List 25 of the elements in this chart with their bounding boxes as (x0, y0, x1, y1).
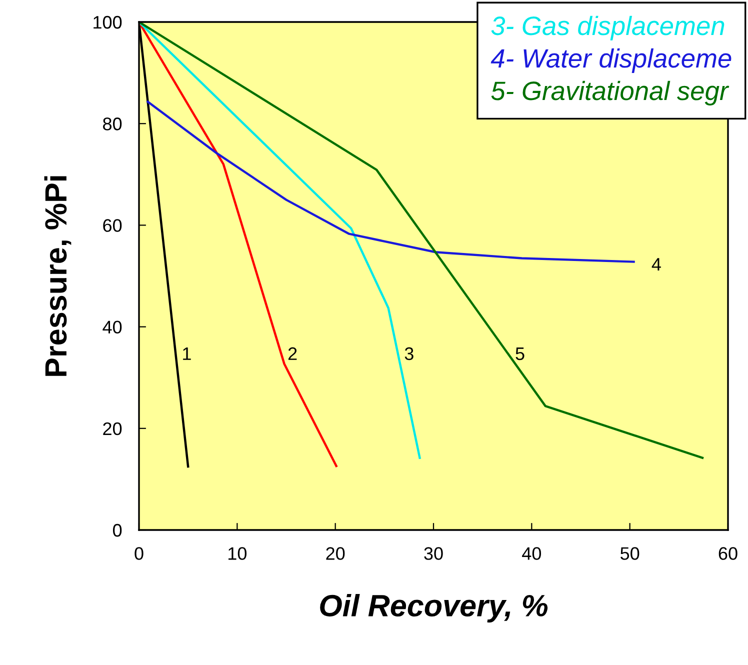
x-tick-label: 50 (620, 547, 640, 560)
y-tick-label: 100 (94, 16, 122, 29)
x-tick-label: 30 (424, 547, 443, 560)
y-axis-title: Pressure, %Pi (44, 176, 72, 376)
annotation: 3 (404, 347, 414, 360)
annotation: 1 (183, 347, 191, 360)
x-tick-label: 0 (134, 547, 144, 560)
line-series (139, 22, 421, 459)
y-tick-label: 20 (103, 422, 122, 436)
text: 4- Water displaceme (490, 48, 732, 73)
y-tick-label: 0 (113, 524, 122, 537)
line-series (146, 100, 635, 263)
y-tick-label: 60 (103, 219, 122, 232)
x-tick-label: 20 (326, 547, 345, 560)
annotation: 2 (288, 347, 297, 360)
y-tick-label: 40 (102, 320, 122, 334)
annotation: 4 (652, 258, 661, 271)
annotation: 5 (516, 347, 524, 360)
text: 5- Gravitational segr (491, 80, 730, 106)
x-tick-label: 60 (718, 547, 738, 560)
x-axis-title: Oil Recovery, % (320, 594, 548, 623)
x-tick-label: 40 (522, 547, 542, 560)
y-tick-label: 80 (103, 118, 122, 130)
x-tick-label: 10 (228, 547, 247, 560)
text: 3- Gas displacemen (491, 16, 724, 40)
